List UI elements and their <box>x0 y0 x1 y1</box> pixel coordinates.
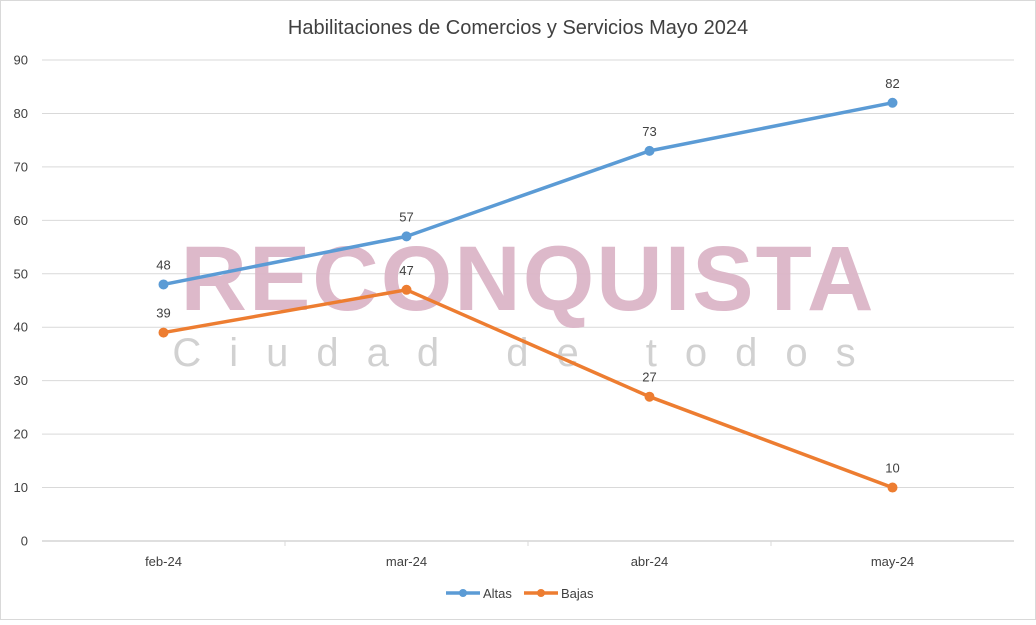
watermark: RECONQUISTA Ciudad de todos <box>172 228 883 375</box>
y-tick-label: 60 <box>14 213 28 228</box>
y-tick-label: 90 <box>14 53 28 68</box>
series-line-bajas <box>161 288 895 490</box>
data-label-bajas: 27 <box>642 370 656 385</box>
legend-label-bajas: Bajas <box>561 586 594 601</box>
y-tick-label: 50 <box>14 266 28 281</box>
data-point-bajas <box>401 284 412 295</box>
x-tick-label: abr-24 <box>631 554 669 569</box>
grid-layer: 0 10 20 30 40 50 60 70 80 90 <box>14 53 1014 549</box>
y-tick-label: 20 <box>14 427 28 442</box>
data-label-altas: 48 <box>156 257 170 272</box>
series-line-altas <box>161 101 895 287</box>
data-point-bajas <box>644 391 655 402</box>
y-tick-label: 80 <box>14 106 28 121</box>
watermark-main: RECONQUISTA <box>181 228 876 330</box>
watermark-sub: Ciudad de todos <box>172 331 883 375</box>
data-label-altas: 73 <box>642 124 656 139</box>
x-tick-label: may-24 <box>871 554 914 569</box>
data-point-altas <box>158 279 169 290</box>
data-label-bajas: 39 <box>156 306 170 321</box>
x-tick-label: feb-24 <box>145 554 182 569</box>
legend-label-altas: Altas <box>483 586 512 601</box>
y-tick-label: 10 <box>14 480 28 495</box>
series-layer <box>158 97 898 493</box>
legend: Altas Bajas <box>446 586 594 601</box>
y-tick-label: 0 <box>21 534 28 549</box>
chart-title: Habilitaciones de Comercios y Servicios … <box>288 17 748 39</box>
y-tick-label: 30 <box>14 373 28 388</box>
y-tick-label: 40 <box>14 320 28 335</box>
data-point-bajas <box>158 327 169 338</box>
x-tick-label: mar-24 <box>386 554 427 569</box>
data-labels: 48 57 73 82 39 47 27 10 <box>156 76 899 476</box>
data-label-altas: 57 <box>399 209 413 224</box>
legend-marker-bajas <box>537 589 545 597</box>
data-point-altas <box>887 97 898 108</box>
data-label-altas: 82 <box>885 76 899 91</box>
x-axis: feb-24 mar-24 abr-24 may-24 <box>145 554 914 569</box>
data-point-altas <box>644 145 655 156</box>
y-tick-label: 70 <box>14 159 28 174</box>
data-point-altas <box>401 231 412 242</box>
legend-marker-altas <box>459 589 467 597</box>
data-point-bajas <box>887 482 898 493</box>
data-label-bajas: 47 <box>399 263 413 278</box>
data-label-bajas: 10 <box>885 461 899 476</box>
